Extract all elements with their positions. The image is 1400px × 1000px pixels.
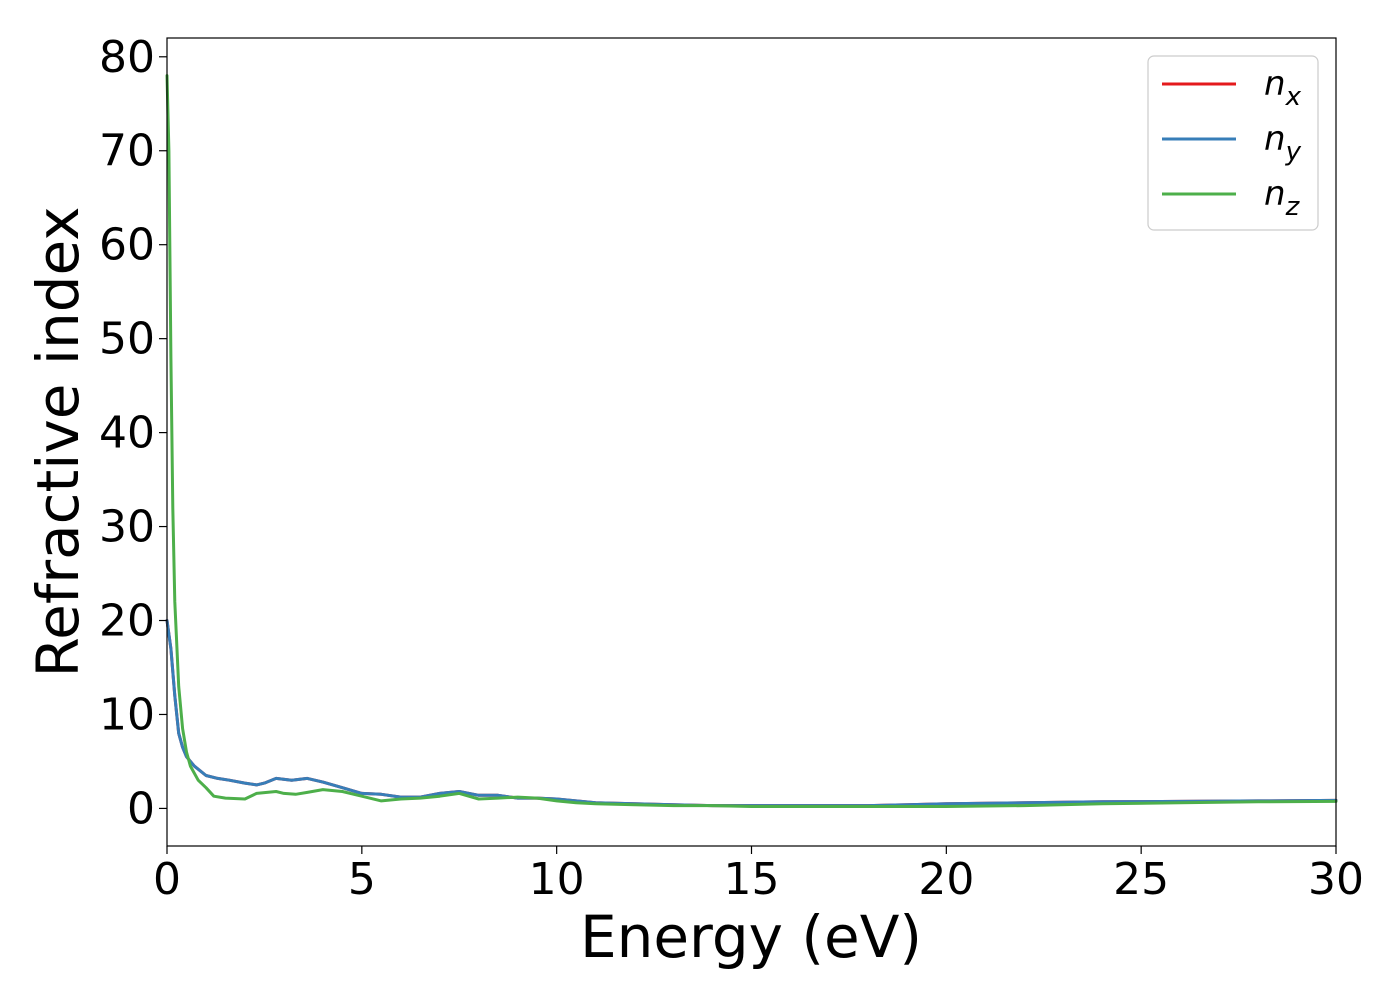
y-tick-label: 40 <box>99 408 155 459</box>
y-axis: 0 10 20 30 40 50 60 70 80 <box>99 32 167 834</box>
y-tick-label: 10 <box>99 689 155 740</box>
legend-label-subscript: z <box>1285 192 1301 222</box>
y-axis-label: Refractive index <box>24 206 92 677</box>
y-tick-label: 60 <box>99 220 155 271</box>
legend-label-base: n <box>1264 119 1286 159</box>
legend-label-subscript: x <box>1285 82 1302 112</box>
y-tick-label: 70 <box>99 126 155 177</box>
y-tick-label: 50 <box>99 314 155 365</box>
series-layer <box>165 74 1338 808</box>
legend-label-n-x: nx <box>1264 64 1302 112</box>
legend-frame <box>1147 55 1319 231</box>
y-tick-label: 20 <box>99 596 155 647</box>
x-tick-label: 10 <box>529 854 585 905</box>
x-tick-label: 15 <box>724 854 780 905</box>
x-axis: 0 5 10 15 20 25 30 <box>153 846 1364 905</box>
legend-label-base: n <box>1264 174 1286 214</box>
x-axis-label: Energy (eV) <box>580 903 922 971</box>
y-tick-label: 0 <box>127 783 155 834</box>
legend-label-subscript: y <box>1285 137 1302 167</box>
legend-label-base: n <box>1264 64 1286 104</box>
legend-label-n-y: ny <box>1264 119 1302 167</box>
x-tick-label: 0 <box>153 854 181 905</box>
series-line-n-z <box>165 74 1338 808</box>
plot-area <box>167 38 1336 846</box>
y-tick-label: 30 <box>99 502 155 553</box>
legend-label-n-z: nz <box>1264 174 1301 222</box>
x-tick-label: 20 <box>918 854 974 905</box>
x-tick-label: 25 <box>1113 854 1169 905</box>
x-tick-label: 5 <box>348 854 376 905</box>
y-tick-label: 80 <box>99 32 155 83</box>
x-tick-label: 30 <box>1308 854 1364 905</box>
